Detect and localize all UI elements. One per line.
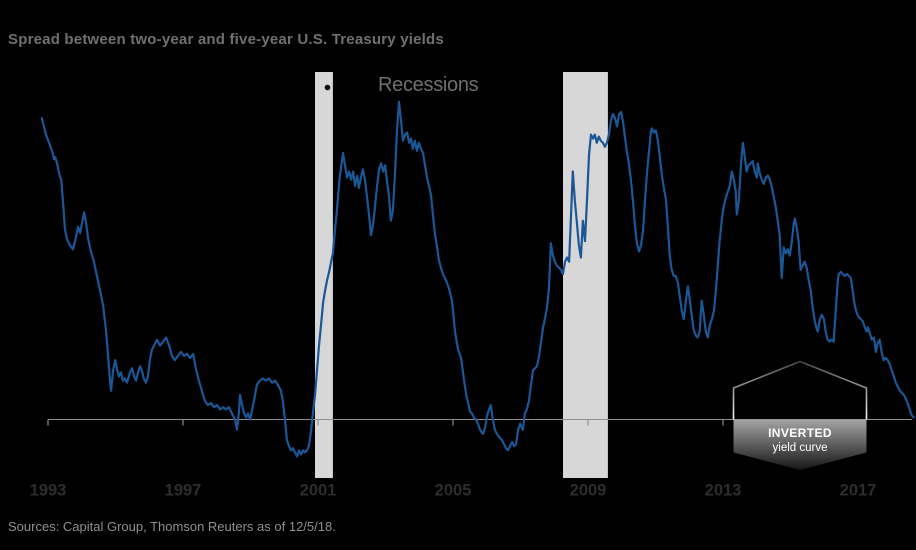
x-axis-year-label: 1993: [30, 482, 67, 500]
badge-hexagon-fill: [733, 419, 867, 470]
recession-band: [563, 72, 608, 478]
x-axis-year-label: 2009: [570, 482, 607, 500]
badge-hexagon-outline: [732, 360, 868, 420]
x-axis-year-label: 2013: [705, 482, 742, 500]
recessions-annotation-dot: [324, 84, 331, 91]
chart-title: Spread between two-year and five-year U.…: [8, 31, 444, 48]
inverted-yield-curve-badge: INVERTED yield curve: [732, 360, 868, 470]
badge-text-yield-curve: yield curve: [773, 442, 828, 454]
x-axis-year-label: 2005: [435, 482, 472, 500]
source-attribution: Sources: Capital Group, Thomson Reuters …: [8, 519, 336, 534]
spread-line-layer: [40, 100, 915, 458]
recession-bands-layer: [315, 72, 608, 478]
recession-band: [315, 72, 333, 478]
recessions-annotation-label: Recessions: [378, 74, 479, 96]
x-axis-year-label: 1997: [165, 482, 202, 500]
badge-text-inverted: INVERTED: [768, 426, 832, 440]
x-axis-year-label: 2017: [840, 482, 877, 500]
spread-line: [40, 100, 915, 458]
x-axis-layer: 1993 1997 2001 2005 2009 2013 2017: [30, 418, 912, 500]
x-axis-year-label: 2001: [300, 482, 337, 500]
